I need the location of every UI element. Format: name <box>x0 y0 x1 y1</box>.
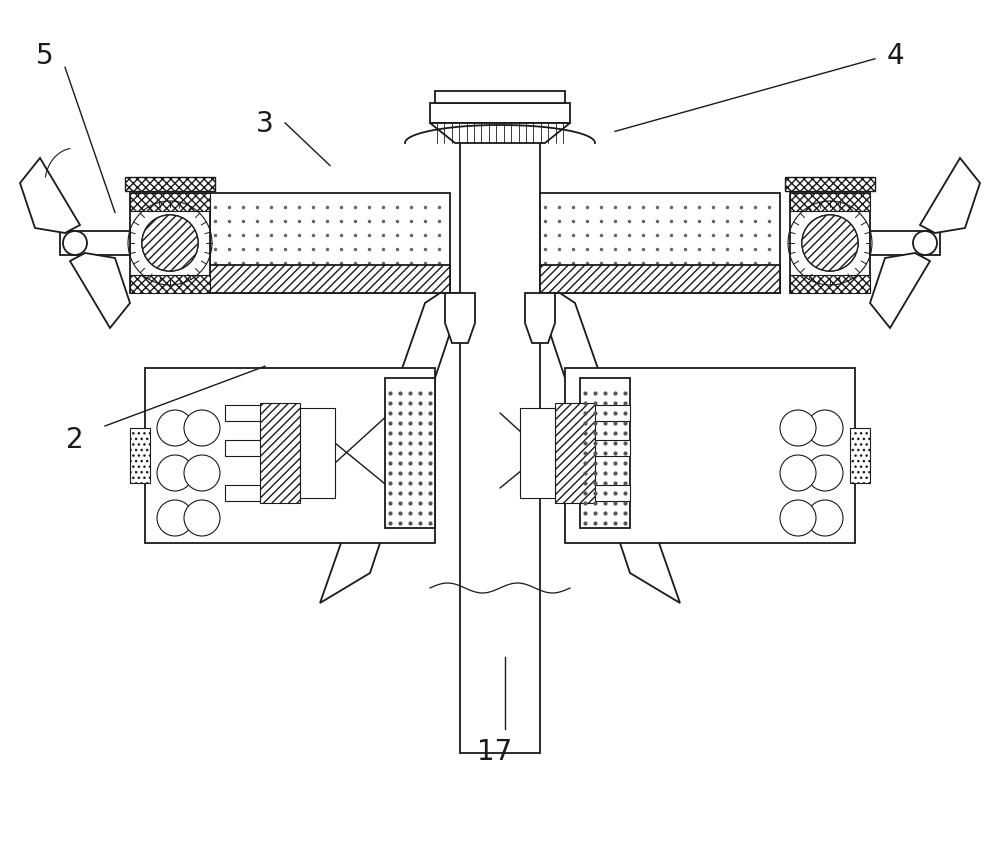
Bar <box>385 379 435 528</box>
Polygon shape <box>70 253 130 328</box>
Bar <box>575 405 630 421</box>
Bar <box>225 405 280 421</box>
Circle shape <box>63 232 87 256</box>
Text: 17: 17 <box>477 737 513 764</box>
Circle shape <box>184 456 220 491</box>
Circle shape <box>807 456 843 491</box>
Bar <box>300 409 335 498</box>
Circle shape <box>780 410 816 446</box>
Bar <box>225 440 280 456</box>
Bar <box>575 485 630 502</box>
Bar <box>460 104 540 753</box>
Polygon shape <box>320 293 460 603</box>
Circle shape <box>157 456 193 491</box>
Circle shape <box>913 232 937 256</box>
Bar <box>125 177 215 192</box>
Bar <box>540 265 780 293</box>
Bar <box>210 194 450 293</box>
Text: 4: 4 <box>886 42 904 69</box>
Circle shape <box>802 216 858 272</box>
Bar <box>520 409 555 498</box>
Bar <box>555 403 595 503</box>
Bar <box>565 368 855 543</box>
Polygon shape <box>920 159 980 234</box>
Bar <box>540 194 780 293</box>
Bar <box>210 265 450 293</box>
Bar <box>870 232 940 256</box>
Text: 2: 2 <box>66 426 84 453</box>
Circle shape <box>184 501 220 537</box>
Polygon shape <box>430 124 570 144</box>
Bar <box>575 440 630 456</box>
Bar <box>790 194 870 293</box>
Bar <box>785 177 875 192</box>
Circle shape <box>157 501 193 537</box>
Circle shape <box>807 501 843 537</box>
Text: 5: 5 <box>36 42 54 69</box>
Bar <box>145 368 435 543</box>
Bar <box>430 104 570 124</box>
Circle shape <box>807 410 843 446</box>
Polygon shape <box>525 293 555 344</box>
Bar <box>130 276 210 293</box>
Polygon shape <box>870 253 930 328</box>
Polygon shape <box>445 293 475 344</box>
Bar <box>580 379 630 528</box>
Bar <box>850 428 870 484</box>
Bar <box>225 485 280 502</box>
Circle shape <box>802 216 858 272</box>
Bar <box>130 428 150 484</box>
Polygon shape <box>20 159 80 234</box>
Circle shape <box>780 501 816 537</box>
Circle shape <box>142 216 198 272</box>
Circle shape <box>157 410 193 446</box>
Bar <box>260 403 300 503</box>
Bar <box>435 92 565 104</box>
Circle shape <box>780 456 816 491</box>
Text: 3: 3 <box>256 110 274 137</box>
Bar <box>60 232 130 256</box>
Bar <box>790 276 870 293</box>
Bar <box>130 194 210 212</box>
Circle shape <box>142 216 198 272</box>
Circle shape <box>184 410 220 446</box>
Bar <box>130 194 210 293</box>
Bar <box>790 194 870 212</box>
Polygon shape <box>540 293 680 603</box>
